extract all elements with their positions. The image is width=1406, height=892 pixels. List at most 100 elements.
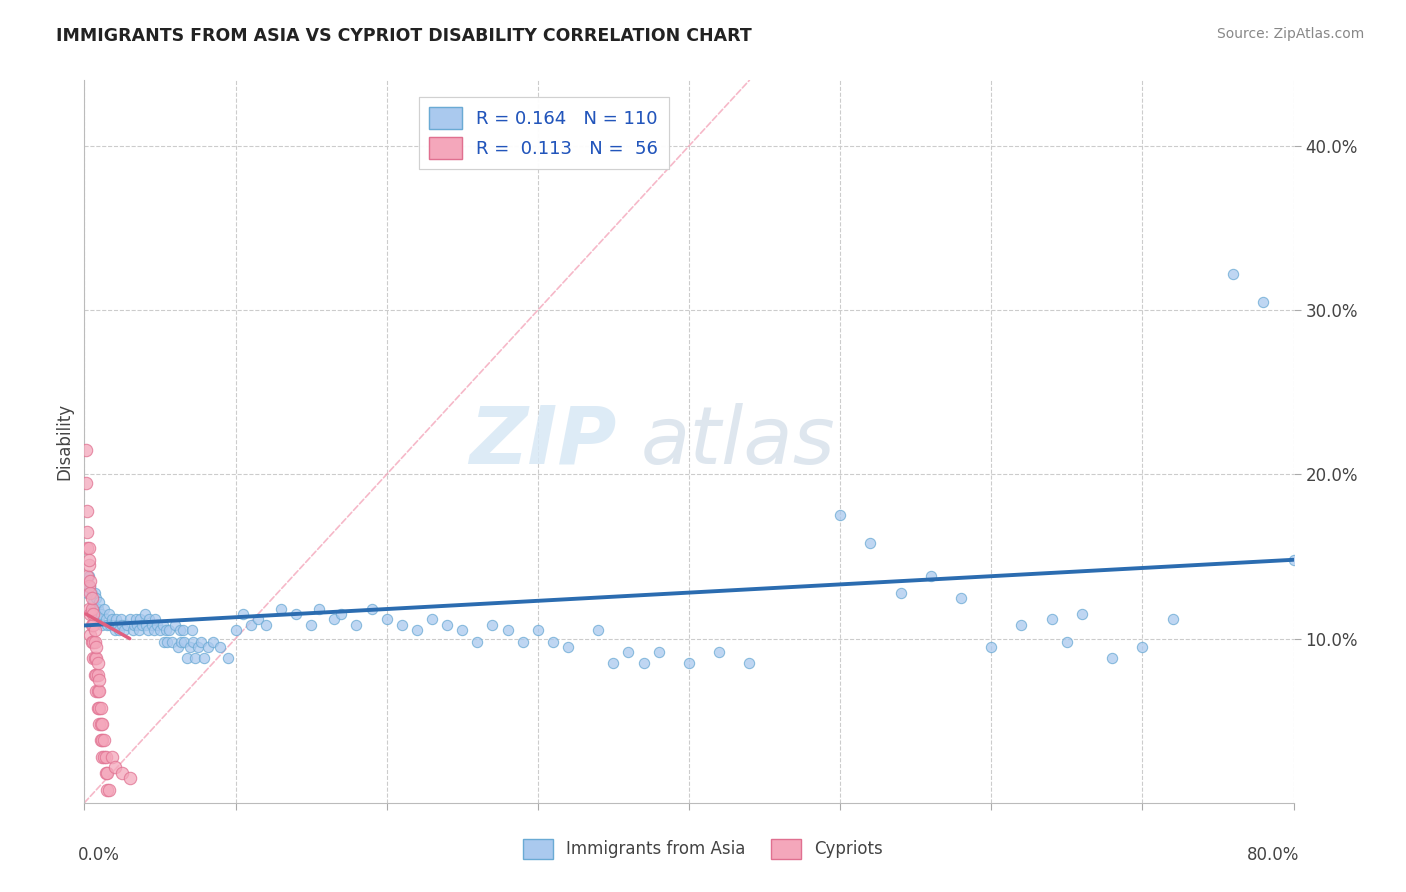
Point	[104, 624, 127, 638]
Point	[197, 640, 219, 654]
Point	[90, 700, 112, 714]
Point	[87, 684, 110, 698]
Point	[79, 585, 101, 599]
Point	[1071, 607, 1094, 621]
Point	[98, 618, 121, 632]
Point	[557, 640, 579, 654]
Point	[920, 569, 942, 583]
Point	[94, 766, 117, 780]
Point	[346, 618, 368, 632]
Point	[134, 607, 156, 621]
Point	[142, 624, 165, 638]
Point	[110, 612, 132, 626]
Point	[496, 624, 519, 638]
Point	[79, 579, 101, 593]
Point	[193, 651, 215, 665]
Point	[77, 569, 100, 583]
Point	[76, 541, 98, 556]
Point	[179, 640, 201, 654]
Point	[77, 541, 100, 556]
Point	[1101, 651, 1123, 665]
Point	[121, 624, 143, 638]
Point	[100, 749, 122, 764]
Point	[1253, 295, 1275, 310]
Text: IMMIGRANTS FROM ASIA VS CYPRIOT DISABILITY CORRELATION CHART: IMMIGRANTS FROM ASIA VS CYPRIOT DISABILI…	[56, 27, 752, 45]
Point	[209, 640, 232, 654]
Point	[87, 667, 110, 681]
Point	[96, 618, 118, 632]
Point	[541, 635, 564, 649]
Point	[122, 618, 145, 632]
Point	[89, 684, 111, 698]
Y-axis label: Disability: Disability	[55, 403, 73, 480]
Point	[183, 651, 205, 665]
Point	[91, 618, 114, 632]
Point	[155, 624, 177, 638]
Point	[738, 657, 761, 671]
Point	[481, 618, 503, 632]
Point	[86, 667, 108, 681]
Point	[84, 602, 107, 616]
Point	[172, 624, 194, 638]
Point	[633, 657, 655, 671]
Point	[87, 657, 110, 671]
Point	[859, 536, 882, 550]
Point	[84, 651, 107, 665]
Point	[146, 618, 169, 632]
Text: atlas: atlas	[641, 402, 835, 481]
Point	[153, 635, 176, 649]
Point	[89, 612, 111, 626]
Point	[82, 618, 104, 632]
Point	[77, 579, 100, 593]
Point	[180, 624, 202, 638]
Point	[678, 657, 700, 671]
Point	[322, 612, 344, 626]
Point	[436, 618, 458, 632]
Point	[360, 602, 382, 616]
Point	[112, 624, 135, 638]
Point	[86, 651, 108, 665]
Point	[1222, 267, 1244, 281]
Point	[308, 602, 330, 616]
Point	[138, 612, 160, 626]
Point	[299, 618, 322, 632]
Point	[617, 645, 640, 659]
Point	[86, 591, 108, 605]
Point	[84, 667, 107, 681]
Text: Source: ZipAtlas.com: Source: ZipAtlas.com	[1216, 27, 1364, 41]
Point	[1056, 635, 1078, 649]
Point	[467, 635, 489, 649]
Point	[1040, 612, 1063, 626]
Point	[254, 618, 277, 632]
Point	[79, 628, 101, 642]
Point	[90, 717, 112, 731]
Point	[330, 607, 353, 621]
Point	[89, 700, 111, 714]
Point	[97, 782, 120, 797]
Point	[157, 624, 180, 638]
Point	[406, 624, 429, 638]
Point	[115, 618, 138, 632]
Point	[90, 733, 112, 747]
Point	[145, 612, 167, 626]
Point	[190, 635, 212, 649]
Point	[1130, 640, 1153, 654]
Point	[93, 602, 115, 616]
Point	[1388, 553, 1406, 567]
Point	[111, 766, 134, 780]
Point	[86, 640, 108, 654]
Point	[270, 602, 292, 616]
Point	[167, 640, 190, 654]
Point	[89, 595, 111, 609]
Point	[420, 612, 443, 626]
Point	[201, 635, 224, 649]
Point	[77, 553, 100, 567]
Point	[80, 585, 103, 599]
Point	[84, 624, 107, 638]
Point	[173, 635, 195, 649]
Point	[169, 624, 191, 638]
Point	[131, 618, 153, 632]
Point	[588, 624, 610, 638]
Point	[1282, 553, 1305, 567]
Point	[100, 612, 122, 626]
